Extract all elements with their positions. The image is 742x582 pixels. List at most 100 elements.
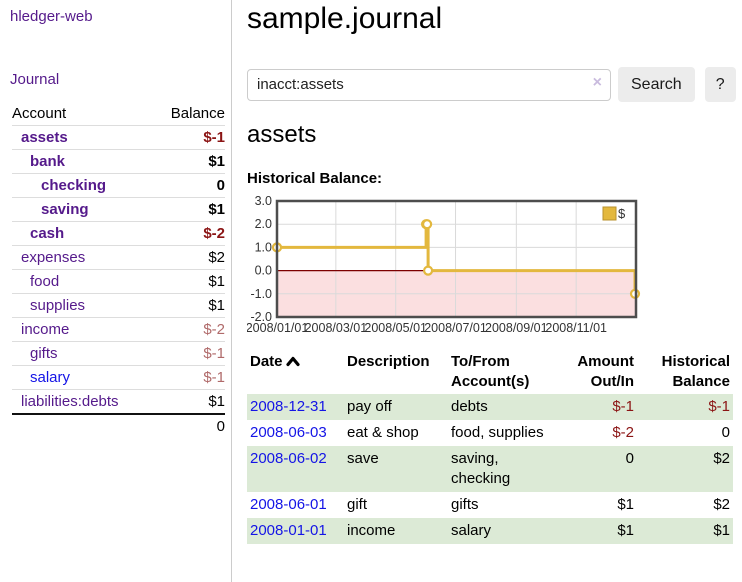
register-header-row: Date Description To/From Account(s) Amou… bbox=[247, 350, 733, 394]
register-header-balance: Historical Balance bbox=[661, 353, 730, 390]
main-content: sample.journal × Search ? assets Histori… bbox=[232, 0, 742, 582]
app-brand: hledger-web bbox=[0, 8, 231, 25]
account-link-food[interactable]: food bbox=[30, 273, 60, 290]
account-link-gifts[interactable]: gifts bbox=[30, 345, 58, 362]
transaction-balance: $2 bbox=[713, 496, 730, 513]
date-header-label: Date bbox=[250, 353, 283, 370]
account-link-supplies[interactable]: supplies bbox=[30, 297, 86, 314]
transaction-amount: $1 bbox=[617, 496, 634, 513]
clear-search-icon[interactable]: × bbox=[592, 73, 602, 91]
nav-journal-link[interactable]: Journal bbox=[10, 71, 60, 88]
account-balance: $1 bbox=[208, 393, 225, 410]
accounts-header-balance: Balance bbox=[170, 105, 225, 122]
account-link-saving[interactable]: saving bbox=[41, 201, 89, 218]
sidebar: hledger-web Journal Account Balance asse… bbox=[0, 0, 232, 582]
transaction-balance: $1 bbox=[713, 522, 730, 539]
svg-text:$: $ bbox=[618, 206, 626, 221]
account-row: saving $1 bbox=[12, 197, 225, 222]
account-link-liabilities-debts[interactable]: liabilities:debts bbox=[21, 393, 119, 410]
transaction-description: eat & shop bbox=[347, 424, 419, 441]
svg-text:2008/05/01: 2008/05/01 bbox=[364, 321, 427, 335]
help-button[interactable]: ? bbox=[704, 67, 736, 102]
register-row: 2008-12-31 pay off debts $-1 $-1 bbox=[247, 394, 733, 420]
transaction-balance: $-1 bbox=[708, 398, 730, 415]
svg-text:2.0: 2.0 bbox=[255, 217, 272, 231]
account-row: cash $-2 bbox=[12, 221, 225, 246]
account-row: liabilities:debts $1 bbox=[12, 389, 225, 415]
search-input[interactable] bbox=[247, 68, 611, 101]
transaction-amount: $-2 bbox=[612, 424, 634, 441]
account-row: salary $-1 bbox=[12, 365, 225, 390]
transaction-description: income bbox=[347, 522, 396, 539]
register-row: 2008-06-01 gift gifts $1 $2 bbox=[247, 492, 733, 518]
svg-text:2008/03/01: 2008/03/01 bbox=[305, 321, 368, 335]
account-row: supplies $1 bbox=[12, 293, 225, 318]
transaction-accounts: food, supplies bbox=[451, 424, 544, 441]
account-row: expenses $2 bbox=[12, 245, 225, 270]
transaction-accounts: debts bbox=[451, 398, 488, 415]
account-balance: $1 bbox=[208, 153, 225, 170]
accounts-header-row: Account Balance bbox=[12, 102, 225, 126]
svg-text:1.0: 1.0 bbox=[255, 240, 272, 254]
sidebar-nav: Journal bbox=[0, 71, 231, 88]
app-brand-link[interactable]: hledger-web bbox=[10, 8, 93, 25]
transaction-description: gift bbox=[347, 496, 368, 513]
register-row: 2008-06-03 eat & shop food, supplies $-2… bbox=[247, 420, 733, 446]
historical-balance-chart[interactable]: $3.0 2.0 1.0 0.0 -1.0 -2.0 2008/01/01 2008/03/0… bbox=[246, 194, 736, 338]
account-balance: $-2 bbox=[203, 225, 225, 242]
account-heading: assets bbox=[247, 121, 317, 148]
transaction-accounts: saving, checking bbox=[451, 450, 511, 487]
account-balance: $-1 bbox=[203, 345, 225, 362]
sort-ascending-icon bbox=[285, 353, 300, 373]
account-balance: $-1 bbox=[203, 369, 225, 386]
register-header-description: Description bbox=[347, 353, 430, 370]
account-row: food $1 bbox=[12, 269, 225, 294]
transaction-description: save bbox=[347, 450, 379, 467]
search-button[interactable]: Search bbox=[618, 67, 695, 102]
register-header-amount: Amount Out/In bbox=[577, 353, 634, 390]
transaction-date-link[interactable]: 2008-06-02 bbox=[250, 450, 327, 467]
account-row: checking 0 bbox=[12, 173, 225, 198]
account-link-expenses[interactable]: expenses bbox=[21, 249, 86, 266]
account-balance: $1 bbox=[208, 297, 225, 314]
svg-text:2008/01/01: 2008/01/01 bbox=[247, 321, 308, 335]
account-link-cash[interactable]: cash bbox=[30, 225, 65, 242]
account-balance: 0 bbox=[216, 177, 225, 194]
transaction-date-link[interactable]: 2008-06-03 bbox=[250, 424, 327, 441]
account-balance: $1 bbox=[208, 201, 225, 218]
transaction-balance: $2 bbox=[713, 450, 730, 467]
search-form: × Search ? bbox=[247, 67, 736, 102]
register-header-accounts: To/From Account(s) bbox=[451, 353, 530, 390]
transaction-date-link[interactable]: 2008-12-31 bbox=[250, 398, 327, 415]
account-link-income[interactable]: income bbox=[21, 321, 70, 338]
register-header-date[interactable]: Date bbox=[247, 350, 344, 394]
transaction-amount: $-1 bbox=[612, 398, 634, 415]
transaction-accounts: gifts bbox=[451, 496, 479, 513]
svg-text:3.0: 3.0 bbox=[255, 196, 272, 208]
account-link-checking[interactable]: checking bbox=[41, 177, 107, 194]
svg-text:2008/09/01: 2008/09/01 bbox=[485, 321, 548, 335]
account-balance: $-1 bbox=[203, 129, 225, 146]
transaction-amount: 0 bbox=[625, 450, 634, 467]
svg-text:2008/11/01: 2008/11/01 bbox=[545, 321, 607, 335]
transaction-date-link[interactable]: 2008-06-01 bbox=[250, 496, 327, 513]
account-balance: $-2 bbox=[203, 321, 225, 338]
account-row: gifts $-1 bbox=[12, 341, 225, 366]
register-row: 2008-01-01 income salary $1 $1 bbox=[247, 518, 733, 544]
transaction-date-link[interactable]: 2008-01-01 bbox=[250, 522, 327, 539]
account-balance: $2 bbox=[208, 249, 225, 266]
account-link-assets[interactable]: assets bbox=[21, 129, 68, 146]
transaction-description: pay off bbox=[347, 398, 392, 415]
account-link-salary[interactable]: salary bbox=[30, 369, 71, 386]
account-row: income $-2 bbox=[12, 317, 225, 342]
account-row: assets $-1 bbox=[12, 125, 225, 150]
svg-text:-1.0: -1.0 bbox=[250, 287, 272, 301]
accounts-total-row: 0 bbox=[12, 414, 225, 438]
register-row: 2008-06-02 save saving, checking 0 $2 bbox=[247, 446, 733, 492]
transaction-amount: $1 bbox=[617, 522, 634, 539]
account-link-bank[interactable]: bank bbox=[30, 153, 66, 170]
transaction-balance: 0 bbox=[721, 424, 730, 441]
account-balance: $1 bbox=[208, 273, 225, 290]
svg-text:2008/07/01: 2008/07/01 bbox=[424, 321, 487, 335]
